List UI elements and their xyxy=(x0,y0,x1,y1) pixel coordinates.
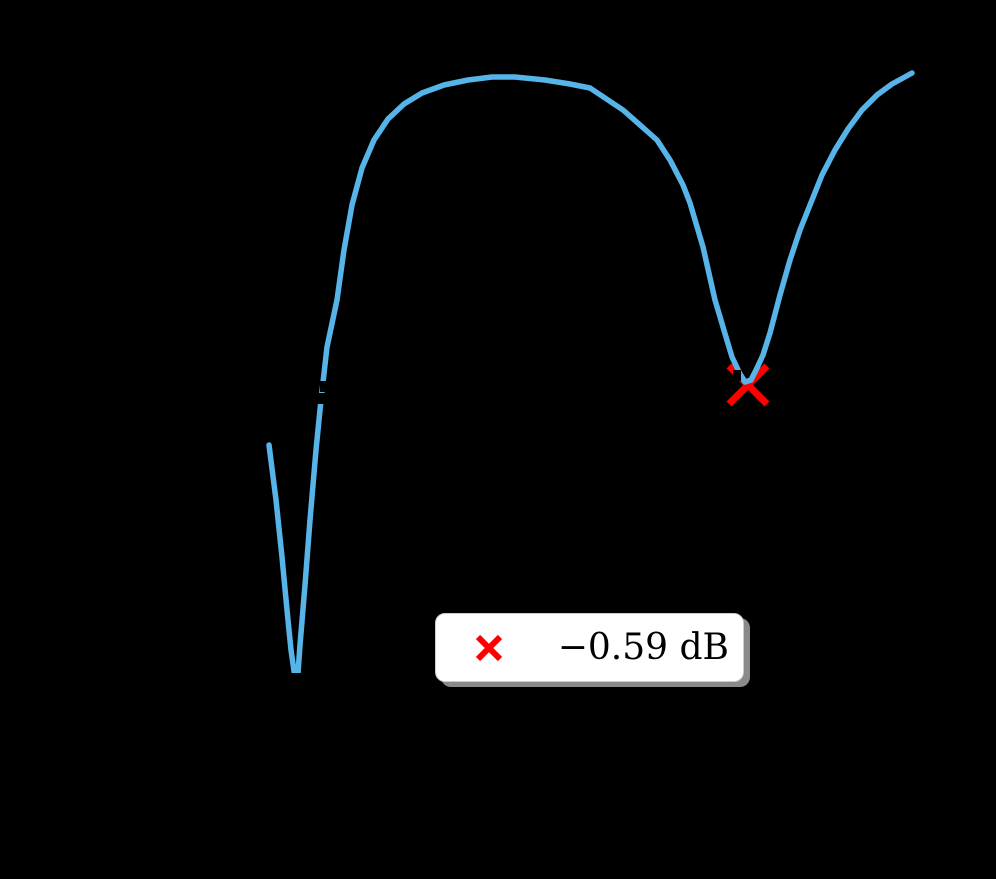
occlusion-marks xyxy=(289,370,741,684)
legend-label: −0.59 dB xyxy=(557,626,729,668)
legend-x-marker-icon xyxy=(475,634,503,661)
legend: −0.59 dB xyxy=(435,613,744,682)
response-curve xyxy=(266,70,915,683)
